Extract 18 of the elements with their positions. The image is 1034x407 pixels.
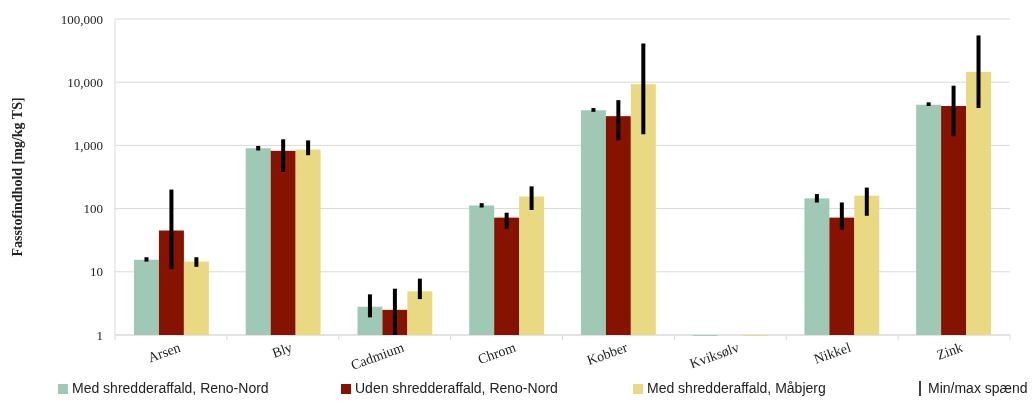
y-tick-label: 10,000 <box>67 74 103 90</box>
x-tick-label: Zink <box>934 339 965 363</box>
y-tick-label: 1,000 <box>73 137 103 153</box>
x-tick-label: Bly <box>270 339 295 361</box>
y-tick-label: 100 <box>83 201 103 217</box>
y-axis-title: Fasstofindhold [mg/kg TS] <box>10 97 25 257</box>
y-tick-label: 1 <box>96 327 103 343</box>
x-tick-label: Nikkel <box>811 339 853 367</box>
x-tick-label: Arsen <box>145 339 183 366</box>
x-tick-label: Chrom <box>475 339 518 368</box>
x-tick-label: Kviksølv <box>687 339 742 372</box>
legend-label: Med shredderaffald, Måbjerg <box>647 380 826 396</box>
y-tick-label: 10 <box>90 264 103 280</box>
x-tick-label: Kobber <box>584 339 630 369</box>
legend-label: Uden shredderaffald, Reno-Nord <box>355 380 558 396</box>
legend-label: Med shredderaffald, Reno-Nord <box>72 380 269 396</box>
y-tick-label: 100,000 <box>60 11 103 27</box>
text: Min/max spænd <box>928 380 1028 396</box>
